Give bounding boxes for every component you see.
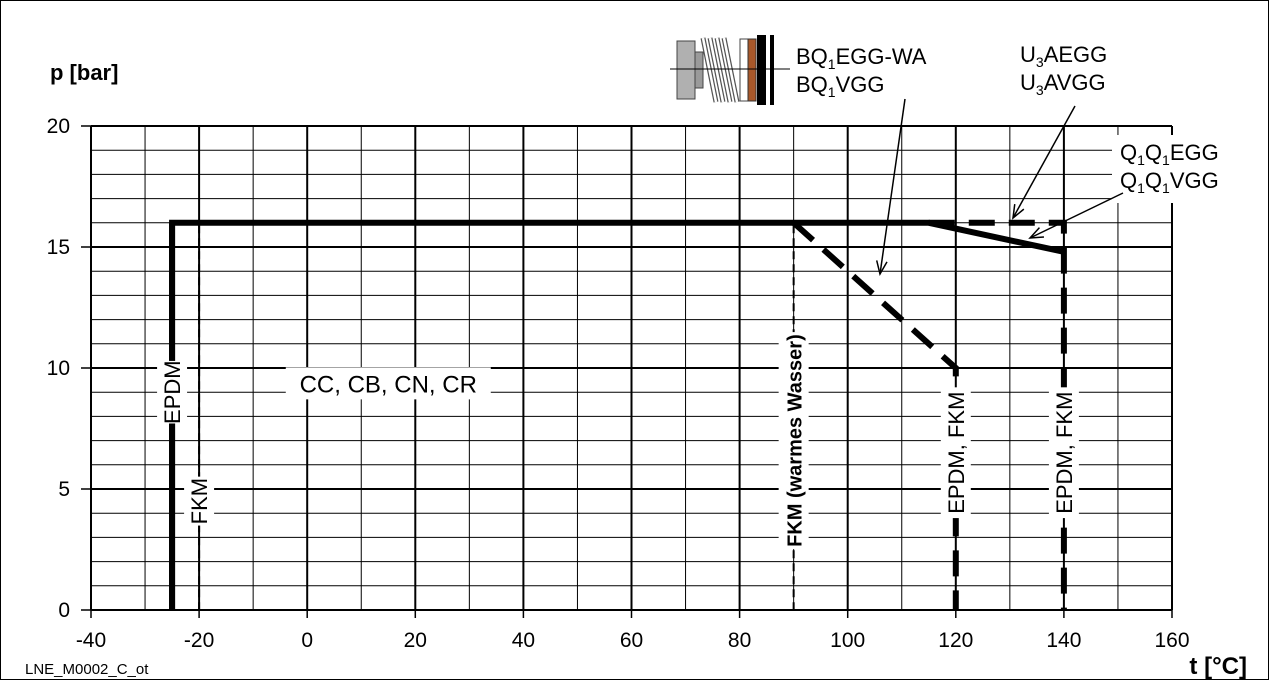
label-background xyxy=(1048,387,1079,519)
annotation-text: BQ1EGG-WA xyxy=(796,44,927,72)
vertical-line-label-group: FKM (warmes Wasser) xyxy=(778,332,809,550)
footer-label: LNE_M0002_C_ot xyxy=(25,661,149,678)
series-line xyxy=(169,219,794,610)
annotation-subscript: 1 xyxy=(1162,152,1170,168)
x-tick-label: 80 xyxy=(728,629,751,652)
annotation-subscript: 1 xyxy=(828,56,836,72)
vertical-line-label: EPDM xyxy=(160,360,185,424)
arrowhead xyxy=(1028,227,1045,239)
annotation-text-part: Q xyxy=(1145,168,1162,193)
annotation-text-part: EGG-WA xyxy=(836,44,927,69)
label-background xyxy=(940,387,971,519)
annotation-subscript: 3 xyxy=(1036,54,1044,70)
x-tick-label: 160 xyxy=(1154,629,1189,652)
x-axis-label: t [°C] xyxy=(1189,653,1247,680)
annotation-subscript: 1 xyxy=(1137,152,1145,168)
label-background xyxy=(184,476,215,526)
region-label-background xyxy=(285,367,491,400)
label-background xyxy=(157,360,188,424)
annotation-subscript: 1 xyxy=(1137,180,1145,196)
x-tick-label: 0 xyxy=(301,629,313,652)
labels: EPDM FKM FKM (warmes Wasser) EPDM, FKM EPDM,… xyxy=(157,332,1079,550)
annotation-text: Q1Q1VGG xyxy=(1120,168,1219,196)
annotation-arrow xyxy=(879,98,906,275)
annotation-text: Q1Q1EGG xyxy=(1120,140,1219,168)
y-tick-label: 20 xyxy=(47,115,70,138)
annotation-subscript: 3 xyxy=(1036,82,1044,98)
annotation-text-part: VGG xyxy=(1170,168,1219,193)
arrowhead xyxy=(875,260,888,277)
annotation-text: BQ1VGG xyxy=(796,72,885,100)
x-tick-label: 120 xyxy=(938,629,973,652)
annotation-text-part: EGG xyxy=(1170,140,1219,165)
annotation-arrow xyxy=(1029,192,1124,239)
x-tick-label: 20 xyxy=(404,629,427,652)
series-line xyxy=(793,219,1065,255)
x-tick-label: 40 xyxy=(512,629,535,652)
vertical-line-label-group: FKM xyxy=(184,476,215,526)
vertical-line-label: FKM (warmes Wasser) xyxy=(785,334,807,547)
annotation-text-part: Q xyxy=(1120,140,1137,165)
annotation-text-part: Q xyxy=(1145,140,1162,165)
y-tick-label: 0 xyxy=(58,599,70,622)
annotation-text-part: BQ xyxy=(796,44,828,69)
annotation-arrow xyxy=(1012,105,1076,219)
annotation-text: U3AVGG xyxy=(1020,70,1106,98)
y-tick-label: 5 xyxy=(58,478,70,501)
vertical-line-label-group: EPDM, FKM xyxy=(1048,387,1079,519)
label-background xyxy=(778,332,809,550)
annotation-background xyxy=(1112,135,1257,203)
x-tick-label: 100 xyxy=(830,629,865,652)
annotation-background xyxy=(1012,38,1152,106)
annotation-text-part: VGG xyxy=(836,72,885,97)
y-tick-label: 10 xyxy=(47,357,70,380)
annotation-background xyxy=(790,40,965,108)
vertical-line-label: EPDM, FKM xyxy=(944,392,969,514)
vertical-line-label-group: EPDM, FKM xyxy=(940,387,971,519)
vertical-line-label: EPDM, FKM xyxy=(1052,392,1077,514)
annotation-text-part: BQ xyxy=(796,72,828,97)
y-tick-label: 15 xyxy=(47,236,70,259)
annotation-text-part: Q xyxy=(1120,168,1137,193)
annotation-text-part: AVGG xyxy=(1044,70,1106,95)
x-tick-label: -40 xyxy=(76,629,106,652)
x-tick-label: 140 xyxy=(1046,629,1081,652)
annotation-subscript: 1 xyxy=(1162,180,1170,196)
grid xyxy=(91,125,1173,610)
region-label: CC, CB, CN, CR xyxy=(300,371,477,398)
annotation-arrows xyxy=(875,98,1124,277)
annotation-subscript: 1 xyxy=(828,84,836,100)
x-tick-label: 60 xyxy=(620,629,643,652)
x-tick-label: -20 xyxy=(184,629,214,652)
series-line xyxy=(928,219,1067,610)
series-line xyxy=(791,220,959,610)
seal-assembly-icon xyxy=(670,35,790,105)
vertical-line-label-group: EPDM xyxy=(157,360,188,424)
marks xyxy=(169,219,1067,610)
annotation-text-part: U xyxy=(1020,42,1036,67)
annotation-text-part: AEGG xyxy=(1044,42,1108,67)
y-axis-label: p [bar] xyxy=(50,60,118,85)
annotation-text: U3AEGG xyxy=(1020,42,1107,70)
annotation-text-part: U xyxy=(1020,70,1036,95)
annotations: BQ1EGG-WABQ1VGGU3AEGGU3AVGGQ1Q1EGGQ1Q1VG… xyxy=(790,38,1257,203)
axes: -40 -20 0 20 40 60 80 100 120 140 160 0 5 10 15 20 xyxy=(47,115,1190,652)
arrowhead xyxy=(1012,204,1025,220)
vertical-line-label: FKM xyxy=(187,478,212,524)
